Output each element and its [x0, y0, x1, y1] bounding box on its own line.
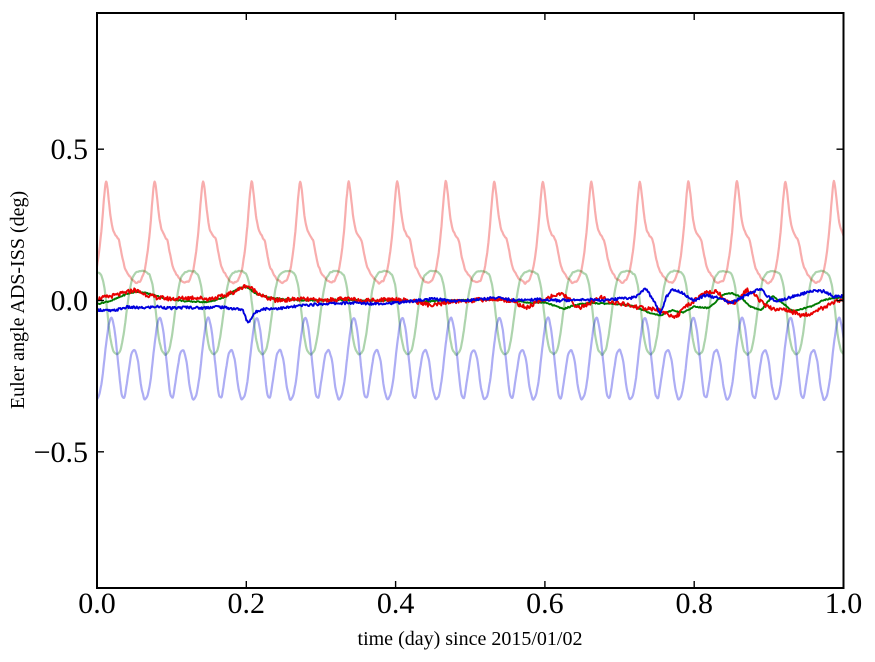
x-tick-label: 0.4	[377, 587, 415, 620]
x-tick-label: 0.8	[675, 587, 713, 620]
series-line-pale-red-orbital-euler-x	[97, 179, 844, 285]
tick-labels-group: 0.0 0.2 0.4 0.6 0.8 1.0 0.5 0.0 −0.5	[34, 133, 863, 620]
x-tick-label: 0.6	[526, 587, 564, 620]
y-axis-label: Euler angle ADS-ISS (deg)	[7, 191, 29, 409]
y-tick-label: 0.0	[51, 285, 89, 318]
x-tick-label: 0.0	[78, 587, 116, 620]
series-line-pale-blue-orbital-euler-z	[97, 316, 844, 402]
series-group	[97, 179, 844, 402]
series-line-solid-blue-residual-euler-z	[97, 287, 844, 324]
ticks-group	[96, 13, 845, 588]
x-axis-label: time (day) since 2015/01/02	[358, 628, 583, 650]
y-tick-label: 0.5	[51, 133, 89, 166]
y-tick-label: −0.5	[34, 436, 88, 469]
x-tick-label: 1.0	[825, 587, 863, 620]
x-tick-label: 0.2	[228, 587, 266, 620]
series-line-pale-green-orbital-euler-y	[97, 269, 844, 356]
